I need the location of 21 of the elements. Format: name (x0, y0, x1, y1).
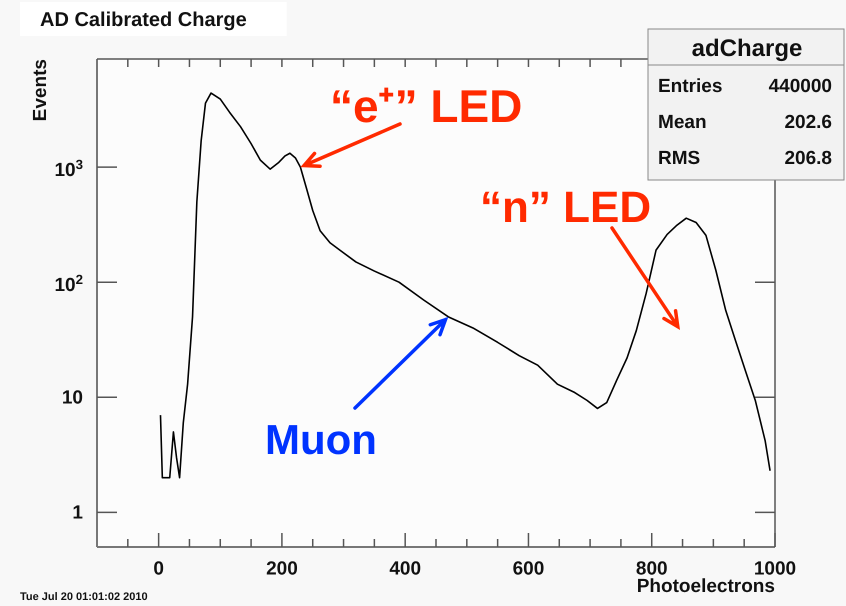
text: 206.8 (784, 148, 832, 169)
y-axis-title: Events (30, 59, 51, 122)
x-tick-label: 0 (153, 558, 164, 580)
annotation: Entries (658, 76, 722, 97)
y-tick-label: 10 (62, 387, 83, 408)
annotation: Mean (658, 112, 707, 133)
annotation: RMS (658, 148, 700, 169)
y-tick-label: 10$^{2}$ (54, 272, 83, 296)
text: 202.6 (784, 112, 832, 133)
annotation: adCharge (692, 35, 802, 62)
annotation: 440000 (768, 76, 832, 97)
x-tick-label: 600 (512, 558, 544, 580)
annotation: “n” LED (480, 183, 652, 232)
x-tick-label: 200 (266, 558, 298, 580)
y-tick-label: 1 (72, 502, 84, 524)
y-tick-label: 10$^{3}$ (54, 156, 83, 182)
x-tick-label: 400 (389, 558, 422, 580)
annotation: Muon (265, 416, 377, 463)
annotation: “e⁺” LED (330, 80, 522, 132)
chart-title: AD Calibrated Charge (40, 9, 247, 31)
text: Tue Jul 20 01:01:02 2010 (20, 591, 148, 603)
